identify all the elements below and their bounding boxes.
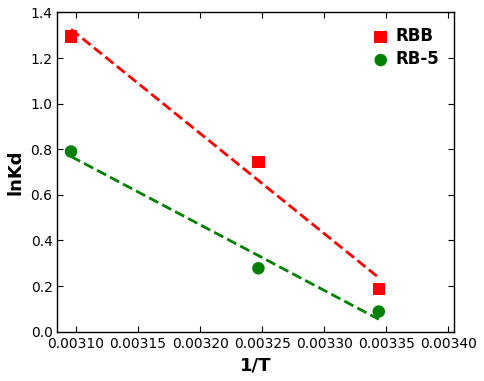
RB-5 [255,265,262,271]
Legend: RBB, RB-5: RBB, RB-5 [367,21,446,75]
RBB [255,159,262,165]
RBB [67,33,75,39]
RB-5 [67,149,75,155]
RBB [375,286,383,292]
Y-axis label: lnKd: lnKd [7,149,25,195]
RB-5 [375,309,383,315]
X-axis label: 1/T: 1/T [240,356,272,374]
